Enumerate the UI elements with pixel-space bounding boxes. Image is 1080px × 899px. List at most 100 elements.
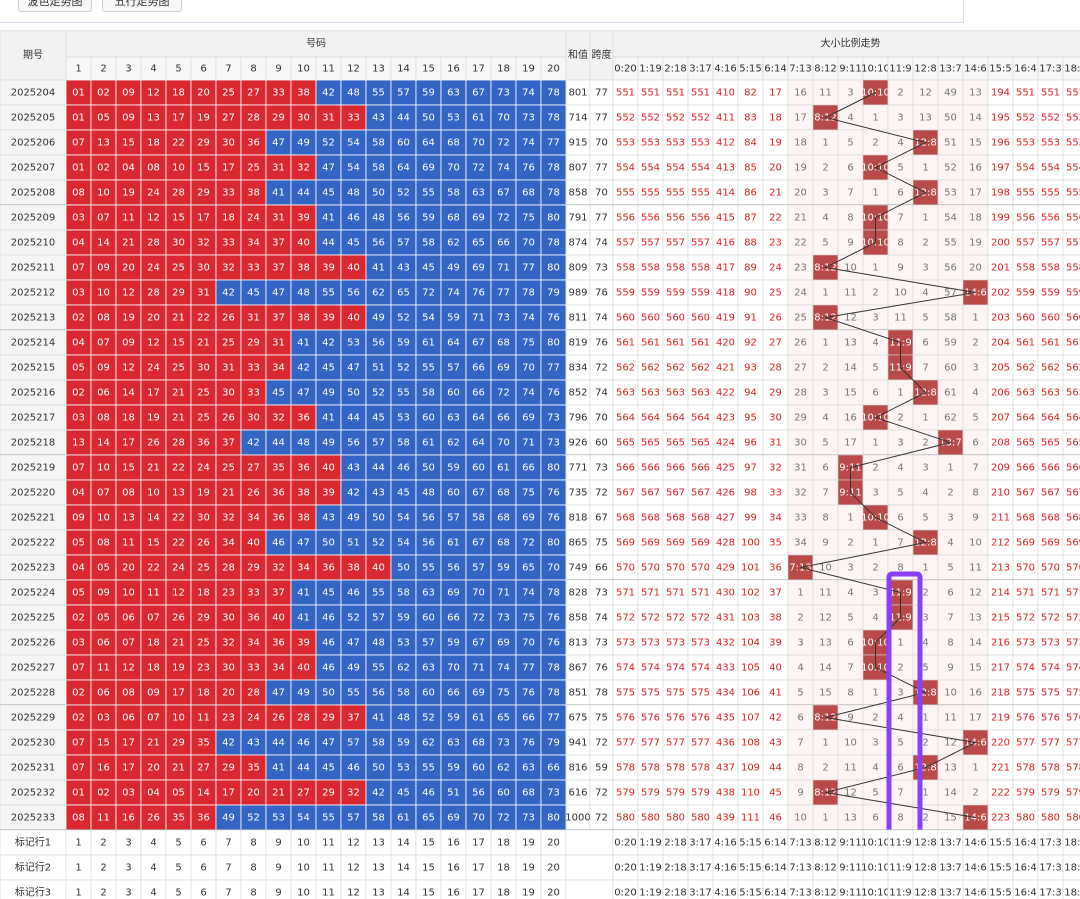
miss-count: 17 (844, 438, 857, 449)
miss-count: 198 (991, 188, 1010, 199)
period: 2025219 (11, 463, 56, 474)
number: 46 (322, 638, 335, 649)
footer-ratio: 14:6 (964, 863, 986, 874)
number: 34 (272, 663, 285, 674)
button[interactable]: 五行走势图 (102, 0, 182, 12)
number: 59 (422, 88, 435, 99)
number: 65 (397, 288, 410, 299)
miss-count: 14 (969, 638, 982, 649)
sum-cell (565, 179, 591, 206)
number: 65 (522, 563, 535, 574)
miss-count: 557 (666, 238, 685, 249)
miss-count: 1 (972, 763, 978, 774)
number: 08 (122, 488, 135, 499)
miss-count: 16 (794, 88, 807, 99)
miss-count: 13 (969, 613, 982, 624)
miss-count: 33 (769, 488, 782, 499)
miss-count: 94 (744, 388, 757, 399)
miss-count: 580 (1016, 813, 1035, 824)
number-cell (365, 229, 392, 256)
number: 75 (497, 688, 510, 699)
miss-count: 2 (922, 588, 928, 599)
number: 31 (197, 288, 210, 299)
miss-count: 575 (691, 688, 710, 699)
footer-number: 8 (250, 863, 256, 874)
miss-count: 4 (947, 538, 953, 549)
miss-count: 559 (1016, 288, 1035, 299)
number-cell (115, 204, 142, 231)
number: 62 (397, 663, 410, 674)
miss-count: 574 (666, 663, 685, 674)
number: 67 (472, 638, 485, 649)
number: 21 (147, 463, 160, 474)
number: 07 (97, 488, 110, 499)
miss-count: 579 (1066, 788, 1080, 799)
miss-cell (987, 79, 1014, 106)
column-label: 17 (472, 64, 485, 75)
span: 74 (595, 388, 608, 399)
miss-count: 432 (716, 638, 735, 649)
number: 45 (247, 288, 260, 299)
miss-count: 22 (769, 213, 782, 224)
miss-count: 5 (897, 738, 903, 749)
footer-ratio: 1:19 (639, 863, 661, 874)
miss-count: 580 (616, 813, 635, 824)
miss-count: 6 (872, 388, 878, 399)
number: 73 (547, 438, 560, 449)
miss-count: 554 (1041, 163, 1060, 174)
number: 63 (472, 188, 485, 199)
miss-count: 579 (641, 788, 660, 799)
number-cell (140, 79, 167, 106)
period: 2025228 (11, 688, 56, 699)
miss-count: 551 (1066, 88, 1080, 99)
number: 33 (347, 113, 360, 124)
number: 78 (547, 688, 560, 699)
miss-count: 562 (641, 363, 660, 374)
miss-count: 11 (819, 588, 832, 599)
number: 50 (322, 688, 335, 699)
header-text: 和值 (568, 48, 588, 61)
miss-count: 6 (872, 813, 878, 824)
number: 44 (272, 738, 285, 749)
miss-count: 574 (691, 663, 710, 674)
span: 72 (595, 738, 608, 749)
miss-count: 560 (1066, 313, 1080, 324)
span: 72 (595, 363, 608, 374)
number-cell (365, 79, 392, 106)
footer-ratio: 13:7 (939, 888, 961, 899)
miss-count: 5 (847, 613, 853, 624)
miss-cell (987, 279, 1014, 306)
span: 77 (595, 88, 608, 99)
number: 68 (497, 488, 510, 499)
number: 07 (72, 663, 85, 674)
number: 40 (322, 463, 335, 474)
number-cell (490, 154, 517, 181)
number: 32 (222, 513, 235, 524)
miss-count: 14 (844, 363, 857, 374)
number: 56 (372, 338, 385, 349)
miss-count: 5 (897, 488, 903, 499)
number: 05 (97, 613, 110, 624)
miss-count: 3 (847, 563, 853, 574)
number: 19 (147, 413, 160, 424)
number-cell (315, 279, 342, 306)
number: 61 (422, 338, 435, 349)
number: 64 (472, 438, 485, 449)
miss-count: 575 (1066, 688, 1080, 699)
footer-ratio: 12:8 (914, 888, 936, 899)
button[interactable]: 波色走势图 (18, 0, 92, 12)
number: 61 (447, 538, 460, 549)
number: 69 (447, 813, 460, 824)
number: 55 (422, 363, 435, 374)
number: 50 (372, 763, 385, 774)
number: 15 (172, 213, 185, 224)
miss-cell (1037, 79, 1064, 106)
miss-count: 1 (797, 588, 803, 599)
miss-cell (662, 104, 689, 131)
number: 54 (397, 538, 410, 549)
number: 25 (172, 363, 185, 374)
number: 49 (372, 313, 385, 324)
number: 55 (322, 288, 335, 299)
footer-number: 4 (150, 863, 156, 874)
sum: 819 (568, 338, 587, 349)
